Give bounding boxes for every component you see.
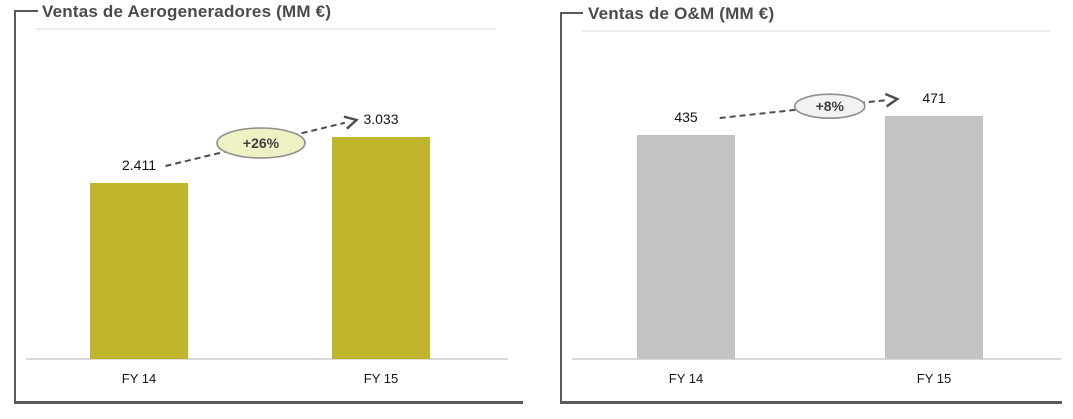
x-tick-label-fy15: FY 15 xyxy=(916,371,952,386)
x-axis-line xyxy=(26,358,508,360)
growth-badge-label: +8% xyxy=(815,98,844,115)
value-label-fy15: 3.033 xyxy=(363,111,399,127)
bracket-vline xyxy=(14,10,16,404)
value-label-fy14: 435 xyxy=(674,109,698,125)
bar-fy15 xyxy=(885,116,983,359)
chart-title: Ventas de Aerogeneradores (MM €) xyxy=(42,2,332,21)
bracket-baseline xyxy=(560,401,1062,404)
bracket-baseline xyxy=(14,401,523,404)
bracket-tick xyxy=(14,10,38,12)
bracket-tick xyxy=(560,12,583,14)
x-tick-label-fy14: FY 14 xyxy=(121,371,157,386)
title-underline xyxy=(36,28,496,30)
value-label-fy15: 471 xyxy=(922,90,946,106)
bar-fy14 xyxy=(637,135,735,359)
title-underline xyxy=(582,30,1050,32)
x-tick-label-fy14: FY 14 xyxy=(668,371,704,386)
chart-title: Ventas de O&M (MM €) xyxy=(588,4,775,23)
bar-fy15 xyxy=(332,137,430,359)
x-axis-line xyxy=(572,358,1061,360)
x-tick-label-fy15: FY 15 xyxy=(363,371,399,386)
value-label-fy14: 2.411 xyxy=(122,157,156,173)
bracket-vline xyxy=(560,12,562,404)
bar-fy14 xyxy=(90,183,188,359)
growth-badge-label: +26% xyxy=(242,135,280,151)
